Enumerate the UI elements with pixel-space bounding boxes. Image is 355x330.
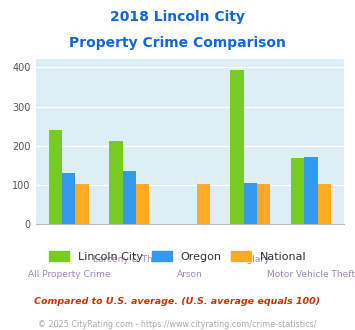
Bar: [62, 173, 76, 224]
Legend: Lincoln City, Oregon, National: Lincoln City, Oregon, National: [44, 247, 311, 267]
Bar: [291, 158, 304, 224]
Text: Larceny & Theft: Larceny & Theft: [93, 255, 165, 264]
Bar: [244, 183, 257, 224]
Text: Motor Vehicle Theft: Motor Vehicle Theft: [267, 270, 355, 279]
Bar: [318, 184, 331, 224]
Text: 2018 Lincoln City: 2018 Lincoln City: [110, 10, 245, 24]
Bar: [230, 70, 244, 224]
Bar: [136, 184, 149, 224]
Bar: [109, 141, 123, 224]
Text: Property Crime Comparison: Property Crime Comparison: [69, 36, 286, 50]
Text: Compared to U.S. average. (U.S. average equals 100): Compared to U.S. average. (U.S. average …: [34, 297, 321, 306]
Bar: [123, 171, 136, 224]
Bar: [49, 130, 62, 224]
Text: All Property Crime: All Property Crime: [28, 270, 110, 279]
Bar: [197, 184, 210, 224]
Text: Arson: Arson: [177, 270, 203, 279]
Bar: [304, 157, 318, 224]
Bar: [257, 183, 271, 224]
Text: Burglary: Burglary: [231, 255, 270, 264]
Text: © 2025 CityRating.com - https://www.cityrating.com/crime-statistics/: © 2025 CityRating.com - https://www.city…: [38, 320, 317, 329]
Bar: [76, 184, 89, 224]
